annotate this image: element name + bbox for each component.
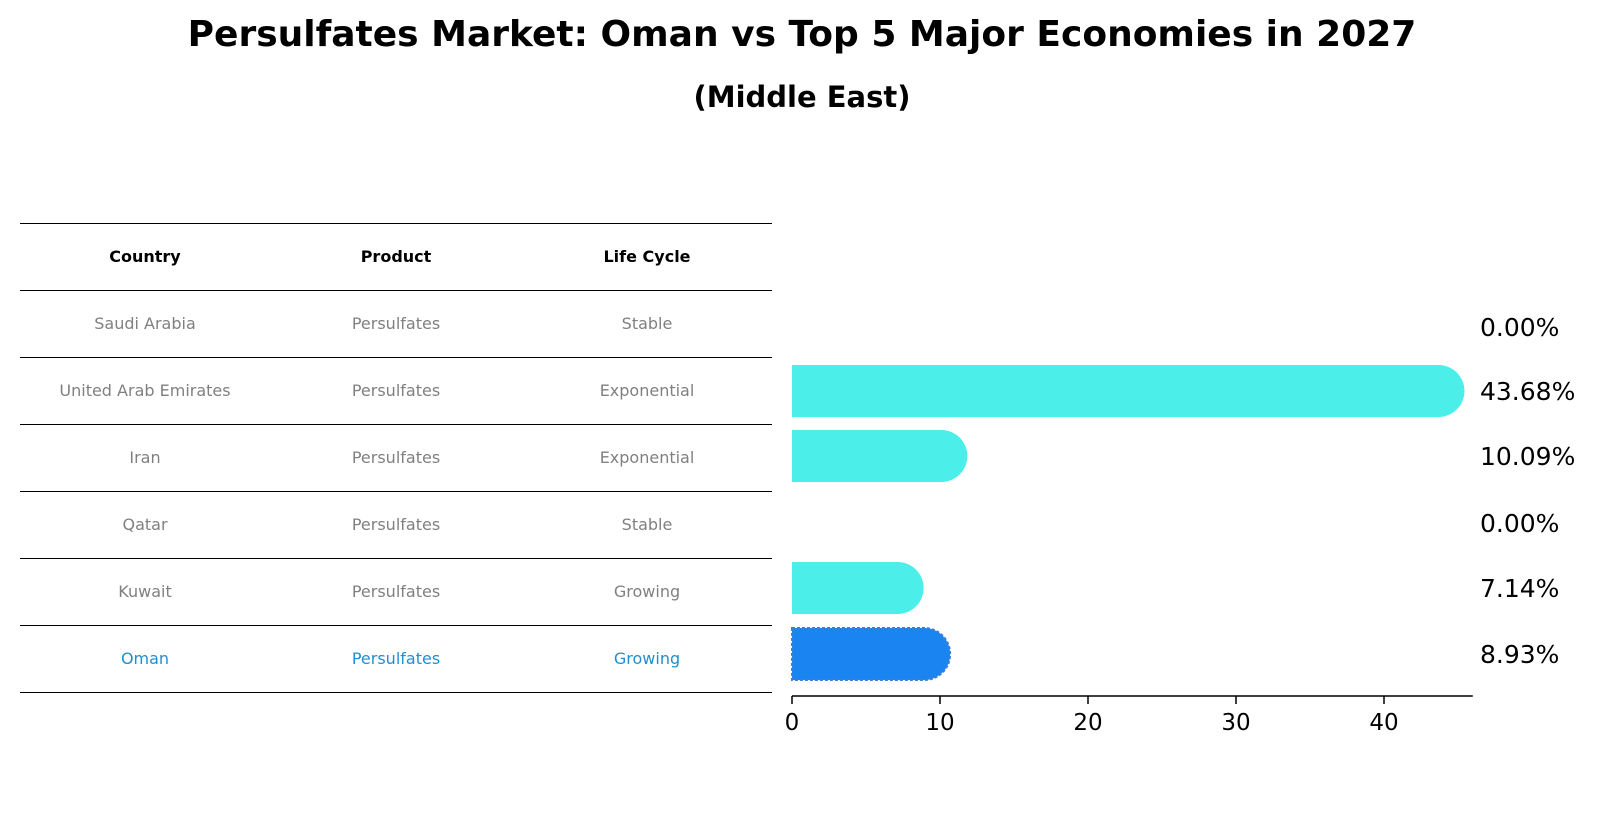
- cell-country: United Arab Emirates: [59, 381, 231, 400]
- bar: [792, 430, 968, 482]
- chart-subtitle: (Middle East): [693, 80, 911, 114]
- table-row-highlight: Oman Persulfates Growing: [20, 625, 772, 693]
- cell-life-cycle: Exponential: [599, 448, 695, 467]
- cell-product: Persulfates: [351, 582, 441, 601]
- cell-country: Oman: [120, 649, 170, 668]
- bar-value-label: 43.68%: [1480, 377, 1575, 406]
- bar-value-label: 7.14%: [1480, 574, 1559, 603]
- cell-country: Iran: [129, 448, 161, 467]
- cell-product: Persulfates: [351, 515, 441, 534]
- table-row: Qatar Persulfates Stable: [20, 491, 772, 558]
- bar-value-label: 0.00%: [1480, 313, 1559, 342]
- x-tick-label: 40: [1369, 710, 1398, 736]
- cell-life-cycle: Exponential: [599, 381, 695, 400]
- cell-life-cycle: Growing: [613, 582, 681, 601]
- x-tick-label: 30: [1221, 710, 1250, 736]
- x-tick-label: 10: [925, 710, 954, 736]
- cell-product: Persulfates: [351, 314, 441, 333]
- header-product: Product: [360, 247, 432, 266]
- cell-country: Kuwait: [118, 582, 172, 601]
- header-country: Country: [109, 247, 181, 266]
- x-tick-label: 0: [785, 710, 800, 736]
- table-header-row: Country Product Life Cycle: [20, 223, 772, 290]
- table-row: Saudi Arabia Persulfates Stable: [20, 290, 772, 357]
- chart-title: Persulfates Market: Oman vs Top 5 Major …: [187, 14, 1417, 55]
- cell-life-cycle: Stable: [621, 314, 673, 333]
- bar: [791, 627, 952, 681]
- bar-value-label: 8.93%: [1480, 640, 1559, 669]
- cell-product: Persulfates: [351, 448, 441, 467]
- bar: [792, 562, 924, 614]
- header-life-cycle: Life Cycle: [603, 247, 691, 266]
- bar: [792, 365, 1465, 417]
- table-row: United Arab Emirates Persulfates Exponen…: [20, 357, 772, 424]
- cell-product: Persulfates: [351, 649, 441, 668]
- cell-life-cycle: Stable: [621, 515, 673, 534]
- cell-country: Qatar: [122, 515, 168, 534]
- table-row: Kuwait Persulfates Growing: [20, 558, 772, 625]
- cell-product: Persulfates: [351, 381, 441, 400]
- table-row: Iran Persulfates Exponential: [20, 424, 772, 491]
- bar-value-label: 0.00%: [1480, 509, 1559, 538]
- country-table: Country Product Life Cycle Saudi Arabia …: [20, 223, 772, 693]
- cell-country: Saudi Arabia: [94, 314, 196, 333]
- cell-life-cycle: Growing: [613, 649, 681, 668]
- bar-value-label: 10.09%: [1480, 442, 1575, 471]
- x-tick-label: 20: [1073, 710, 1102, 736]
